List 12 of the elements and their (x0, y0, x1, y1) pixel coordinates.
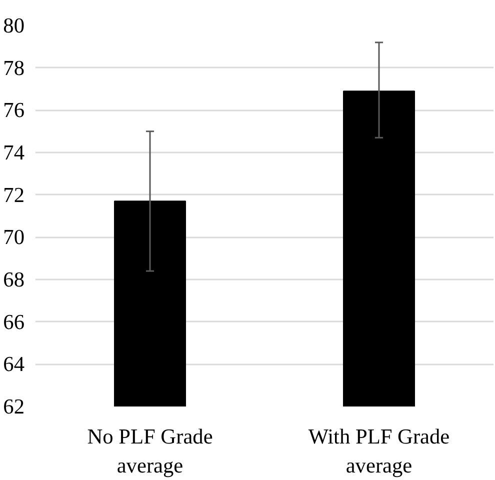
y-tick-label: 64 (3, 352, 25, 376)
y-tick-label: 70 (3, 225, 24, 250)
y-tick-label: 78 (3, 56, 24, 80)
y-tick-label: 62 (3, 394, 24, 418)
y-tick-label: 68 (3, 268, 24, 292)
y-tick-label: 74 (3, 140, 25, 164)
y-tick-label: 66 (3, 310, 25, 334)
y-tick-label: 76 (3, 98, 25, 122)
x-tick-label: With PLF Grade average (308, 424, 450, 478)
y-tick-label: 72 (3, 182, 24, 207)
x-tick-label: No PLF Grade average (87, 424, 213, 478)
y-tick-label: 80 (3, 14, 24, 38)
